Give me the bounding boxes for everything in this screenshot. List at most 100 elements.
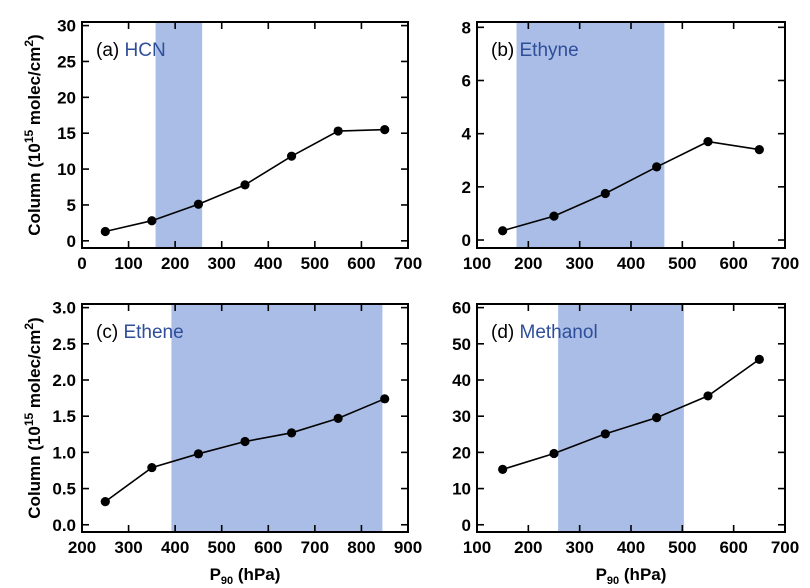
x-tick-label: 500 bbox=[668, 254, 696, 273]
panel-1: 100 200 300 400 500 600 700 0 2 4 6 8 (b) Ethyne bbox=[462, 18, 800, 273]
data-point bbox=[240, 436, 250, 447]
data-point bbox=[240, 180, 250, 190]
x-axis-label-text: P bbox=[210, 565, 221, 584]
data-point bbox=[498, 464, 508, 474]
data-point bbox=[652, 413, 662, 423]
y-tick-label: 10 bbox=[57, 160, 76, 179]
x-tick-label: 400 bbox=[617, 254, 645, 273]
x-axis-label: P90 (hPa) bbox=[596, 565, 667, 587]
data-point bbox=[100, 497, 110, 507]
panel-title: (a) HCN bbox=[96, 40, 166, 61]
data-point bbox=[380, 394, 390, 404]
data-point bbox=[600, 188, 610, 199]
x-tick-label: 700 bbox=[771, 254, 799, 273]
y-tick-label: 50 bbox=[452, 335, 471, 354]
x-tick-label: 500 bbox=[208, 538, 236, 557]
x-tick-label: 200 bbox=[514, 538, 542, 557]
x-tick-label: 300 bbox=[114, 538, 142, 557]
data-point bbox=[703, 391, 713, 401]
x-tick-label: 600 bbox=[719, 254, 747, 273]
x-tick-label: 600 bbox=[719, 538, 747, 557]
plot-frame bbox=[81, 21, 409, 249]
x-tick-label: 200 bbox=[68, 538, 96, 557]
panel-title-species: Ethene bbox=[123, 322, 183, 343]
data-point bbox=[147, 462, 157, 473]
x-tick-label: 500 bbox=[301, 254, 329, 273]
x-tick-label: 100 bbox=[463, 538, 491, 557]
x-axis-label-subscript: 90 bbox=[607, 575, 619, 587]
shaded-band bbox=[558, 304, 684, 532]
panel-title-species: HCN bbox=[125, 40, 166, 61]
panel-title-species: Ethyne bbox=[520, 40, 579, 61]
y-axis-label: Column (1015 molec/cm2) bbox=[22, 317, 44, 518]
data-point bbox=[333, 413, 343, 423]
x-tick-label: 600 bbox=[347, 254, 375, 273]
y-tick-label: 2.5 bbox=[52, 335, 76, 354]
data-point bbox=[193, 199, 204, 209]
data-point bbox=[193, 449, 204, 459]
y-axis-label-text: molec/cm bbox=[25, 330, 44, 413]
y-tick-label: 6 bbox=[462, 71, 471, 90]
y-axis-label-text: molec/cm bbox=[25, 47, 44, 130]
y-tick-label: 15 bbox=[57, 124, 76, 143]
data-point bbox=[600, 429, 610, 439]
x-tick-label: 300 bbox=[208, 254, 236, 273]
y-tick-label: 0.0 bbox=[52, 516, 76, 535]
x-tick-label: 600 bbox=[254, 538, 282, 557]
y-tick-label: 3.0 bbox=[52, 299, 76, 318]
x-tick-label: 300 bbox=[565, 538, 593, 557]
x-tick-label: 400 bbox=[254, 254, 282, 273]
y-axis-label-superscript: 2 bbox=[22, 40, 36, 47]
series-line bbox=[502, 140, 760, 232]
panel-0: 0 100 200 300 400 500 600 700 0 5 10 15 20 25 30 (a) HC… bbox=[57, 17, 422, 273]
x-tick-label: 900 bbox=[394, 538, 422, 557]
x-axis-label-text: (hPa) bbox=[619, 565, 666, 584]
y-tick-label: 20 bbox=[57, 88, 76, 107]
data-point bbox=[286, 151, 297, 161]
data-point bbox=[100, 226, 110, 237]
y-axis-label-text: Column (10 bbox=[25, 426, 44, 519]
data-point bbox=[549, 448, 559, 459]
panel-title: (b) Ethyne bbox=[491, 40, 579, 61]
x-tick-label: 700 bbox=[394, 254, 422, 273]
shaded-band bbox=[171, 304, 383, 532]
y-tick-label: 5 bbox=[67, 196, 76, 215]
panel-title-prefix: (a) bbox=[96, 40, 125, 61]
x-tick-label: 400 bbox=[161, 538, 189, 557]
y-tick-label: 40 bbox=[452, 371, 471, 390]
y-axis-label-superscript: 15 bbox=[22, 129, 36, 143]
shaded-band bbox=[516, 22, 665, 248]
y-axis-label: Column (1015 molec/cm2) bbox=[22, 34, 44, 235]
y-tick-label: 0 bbox=[67, 232, 76, 251]
data-point bbox=[703, 137, 713, 147]
y-tick-label: 10 bbox=[452, 480, 471, 499]
y-tick-label: 20 bbox=[452, 443, 471, 462]
y-tick-label: 2.0 bbox=[52, 371, 76, 390]
panel-title: (d) Methanol bbox=[491, 322, 598, 343]
y-axis-label-superscript: 2 bbox=[22, 323, 36, 330]
plot-frame bbox=[81, 303, 409, 533]
x-tick-label: 100 bbox=[114, 254, 142, 273]
y-axis-label-text: Column (10 bbox=[25, 143, 44, 236]
y-axis-label-text: ) bbox=[25, 317, 44, 323]
x-axis-label-subscript: 90 bbox=[221, 575, 233, 587]
y-axis-label-superscript: 15 bbox=[22, 412, 36, 426]
panel-title-prefix: (d) bbox=[491, 322, 520, 343]
x-tick-label: 200 bbox=[161, 254, 189, 273]
data-point bbox=[652, 162, 662, 172]
data-point bbox=[549, 211, 559, 221]
data-point bbox=[498, 226, 508, 236]
x-tick-label: 300 bbox=[565, 254, 593, 273]
y-tick-label: 8 bbox=[462, 18, 471, 37]
y-tick-label: 60 bbox=[452, 299, 471, 318]
y-tick-label: 1.0 bbox=[52, 443, 76, 462]
x-tick-label: 100 bbox=[463, 254, 491, 273]
y-axis-label-text: ) bbox=[25, 34, 44, 40]
y-tick-label: 0 bbox=[462, 231, 471, 250]
panel-2: 200 300 400 500 600 700 800 900 0.0 0.5 1.0 1.5 2.0 2… bbox=[52, 299, 422, 557]
y-tick-label: 0 bbox=[462, 516, 471, 535]
data-point bbox=[333, 126, 343, 136]
y-tick-label: 2 bbox=[462, 178, 471, 197]
panel-title-species: Methanol bbox=[520, 322, 598, 343]
